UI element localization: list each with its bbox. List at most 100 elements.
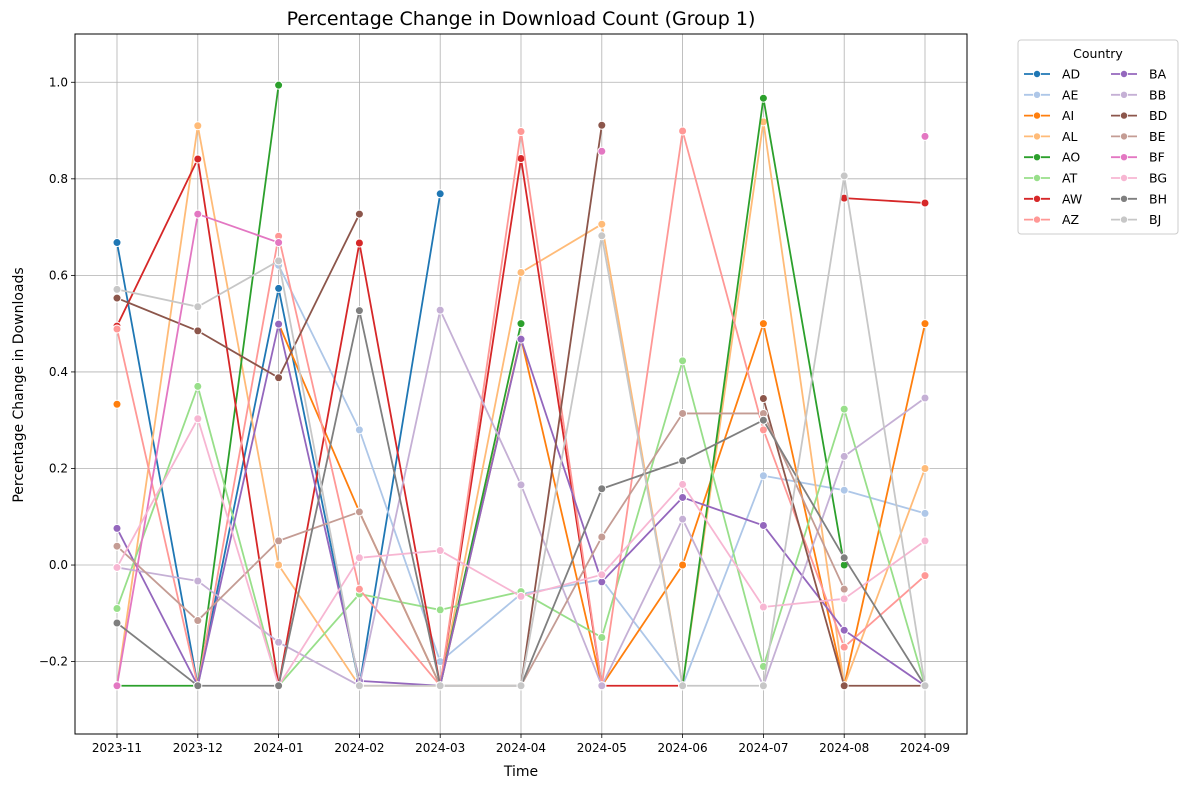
legend-item-bg: BG [1111,171,1167,186]
y-tick-label: 0.2 [49,461,68,475]
x-tick-label: 2024-04 [496,741,546,755]
legend-frame [1017,39,1179,235]
data-point [758,602,768,612]
x-tick-label: 2023-11 [92,741,142,755]
data-point [274,373,284,383]
data-point [758,415,768,425]
data-point [920,536,930,546]
y-tick-label: 1.0 [49,75,68,89]
series-layer [112,80,930,691]
x-tick-label: 2024-03 [415,741,465,755]
chart-title: Percentage Change in Download Count (Gro… [287,8,756,30]
legend-marker [1120,194,1129,203]
legend-item-bf: BF [1111,150,1165,165]
legend-item-al: AL [1024,129,1078,144]
legend-marker [1033,70,1042,79]
legend-label: AO [1062,150,1080,165]
x-tick-label: 2024-07 [738,741,788,755]
data-point [678,492,688,502]
data-point [112,293,122,303]
legend-marker [1120,153,1129,162]
data-point [354,681,364,691]
data-point [678,479,688,489]
data-point [758,93,768,103]
data-point [516,334,526,344]
legend-label: BE [1149,129,1166,144]
legend-item-at: AT [1024,171,1078,186]
data-point [112,541,122,551]
plot-area: 2023-11 2023-12 2024-01 2024-02 2024-03 2024-… [39,33,968,755]
legend-marker [1120,132,1129,141]
axis-ticks: 2023-11 2023-12 2024-01 2024-02 2024-03 2024-… [39,75,950,755]
legend-item-ae: AE [1024,87,1079,102]
legend-marker [1033,111,1042,120]
legend-marker [1033,215,1042,224]
data-point [839,625,849,635]
data-point [597,632,607,642]
data-point [839,594,849,604]
legend-label: AW [1062,191,1082,206]
legend-item-bh: BH [1111,191,1167,206]
data-point [678,126,688,136]
data-point [678,560,688,570]
data-point [435,189,445,199]
data-point [597,484,607,494]
data-point [920,681,930,691]
data-point [678,456,688,466]
legend-item-ao: AO [1024,150,1080,165]
data-point [354,425,364,435]
data-point [354,209,364,219]
data-point [354,507,364,517]
data-point [112,523,122,533]
legend-marker [1033,132,1042,141]
data-point [274,256,284,266]
data-point [678,681,688,691]
data-point [274,283,284,293]
data-point [920,571,930,581]
data-point [758,425,768,435]
legend-label: BJ [1149,212,1161,227]
data-point [112,284,122,294]
data-point [516,591,526,601]
data-point [274,238,284,248]
legend-label: BB [1149,87,1166,102]
data-point [839,584,849,594]
data-point [920,319,930,329]
legend: Country AD AE AI AL AO AT AW AZ BA BB BD BE BF BG BH BJ [1017,39,1179,235]
data-point [678,514,688,524]
data-point [597,146,607,156]
data-point [920,393,930,403]
legend-item-bb: BB [1111,87,1166,102]
data-point [839,553,849,563]
legend-marker [1033,90,1042,99]
legend-marker [1033,173,1042,182]
data-point [597,219,607,229]
data-point [112,399,122,409]
data-point [193,616,203,626]
data-point [354,553,364,563]
data-point [597,532,607,542]
data-point [920,463,930,473]
data-point [516,480,526,490]
data-point [839,404,849,414]
data-point [193,154,203,164]
data-point [516,267,526,277]
legend-label: AT [1062,171,1078,186]
data-point [678,356,688,366]
data-point [354,584,364,594]
data-point [354,306,364,316]
data-point [839,485,849,495]
data-point [193,381,203,391]
legend-item-az: AZ [1024,212,1079,227]
data-point [193,414,203,424]
data-point [839,642,849,652]
legend-label: BF [1149,150,1165,165]
y-tick-label: −0.2 [39,655,68,669]
x-tick-label: 2024-06 [658,741,708,755]
grid [75,34,967,734]
legend-title: Country [1073,46,1123,61]
data-point [758,520,768,530]
x-tick-label: 2024-02 [334,741,384,755]
data-point [516,319,526,329]
